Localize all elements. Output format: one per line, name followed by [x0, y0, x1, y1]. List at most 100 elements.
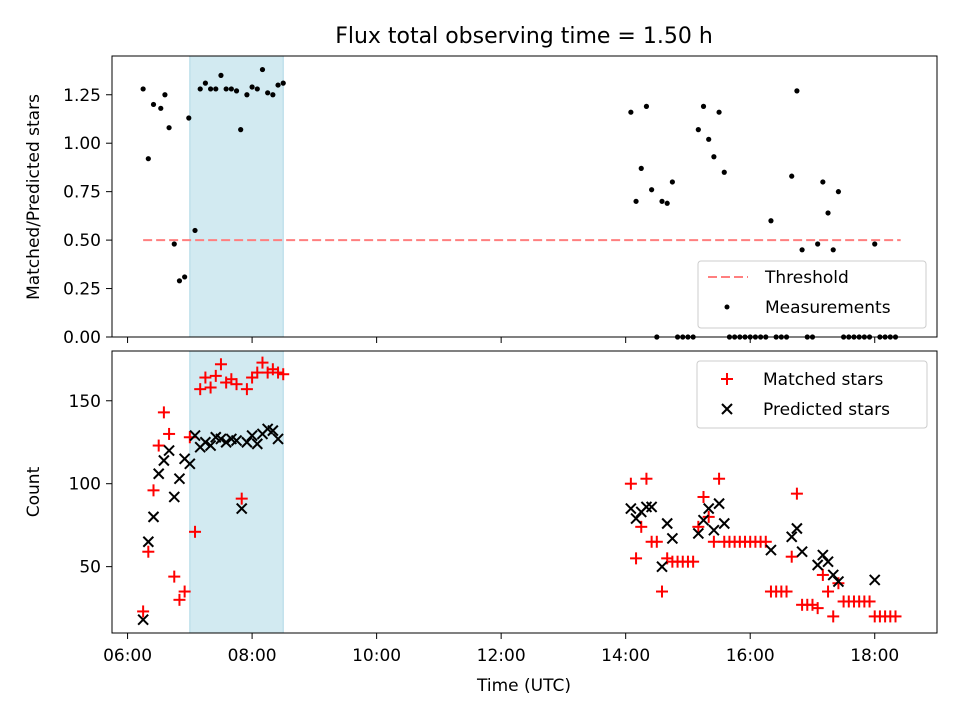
measurement-point [695, 127, 701, 133]
measurement-point [166, 125, 172, 131]
matched-marker [189, 525, 202, 538]
matched-marker [235, 492, 248, 505]
measurement-point [664, 200, 670, 206]
measurement-point [669, 179, 675, 185]
matched-marker [790, 487, 803, 500]
matched-marker [163, 427, 176, 440]
y-tick-label: 100 [69, 475, 101, 495]
legend-predicted-label: Predicted stars [763, 400, 890, 420]
predicted-marker [822, 555, 834, 568]
y-tick-label: 50 [79, 558, 101, 578]
matched-marker [656, 585, 668, 598]
matched-marker [199, 371, 212, 384]
measurement-point [633, 198, 639, 204]
measurement-point [628, 109, 634, 115]
measurement-point [830, 247, 836, 253]
matched-marker [152, 439, 165, 452]
predicted-marker [666, 532, 679, 545]
measurement-point [716, 109, 722, 115]
matched-marker [707, 535, 720, 548]
measurement-point [140, 86, 146, 92]
predicted-marker [713, 497, 725, 510]
measurement-point [835, 189, 842, 195]
matched-marker [889, 610, 902, 623]
predicted-marker [267, 424, 279, 437]
predicted-marker [220, 436, 232, 448]
legend-box [697, 260, 927, 329]
x-tick-label: 08:00 [228, 646, 277, 666]
panel-counts: 06:00 08:00 10:00 12:00 14:00 16:00 18:00 50 100… [24, 350, 938, 696]
predicted-marker [152, 468, 165, 480]
predicted-marker [184, 458, 196, 470]
predicted-marker [708, 524, 720, 536]
matched-marker [780, 585, 793, 598]
measurement-point [789, 173, 795, 179]
predicted-marker [142, 536, 155, 548]
y-tick-label: 0.00 [63, 328, 101, 348]
measurement-point [270, 92, 276, 98]
predicted-marker [189, 429, 201, 442]
predicted-marker [630, 512, 642, 525]
predicted-marker [661, 517, 673, 530]
predicted-marker [656, 560, 668, 573]
measurement-point [171, 241, 177, 247]
predicted-marker [817, 549, 829, 561]
measurement-point [721, 169, 727, 175]
measurement-point [218, 72, 224, 78]
predicted-marker [625, 502, 637, 515]
y-tick-label: 1.00 [63, 134, 101, 154]
measurement-point [182, 274, 188, 280]
predicted-marker [251, 438, 263, 450]
legend: Matched stars Predicted stars [696, 360, 928, 429]
legend-matched-label: Matched stars [763, 370, 883, 390]
matched-marker [147, 484, 160, 497]
predicted-marker [811, 559, 824, 571]
x-tick-label: 10:00 [352, 646, 401, 666]
predicted-marker [645, 501, 658, 513]
measurement-point [197, 86, 203, 92]
measurement-point [186, 115, 192, 121]
predicted-marker [168, 491, 180, 503]
measurement-point [643, 103, 650, 109]
y-tick-label: 0.75 [63, 183, 101, 203]
matched-marker [209, 369, 222, 382]
predicted-marker [697, 514, 710, 526]
y-tick-label: 1.25 [63, 86, 101, 106]
matched-marker [827, 610, 840, 623]
predicted-marker [230, 434, 243, 447]
matched-marker [173, 593, 186, 606]
predicted-marker [246, 429, 258, 442]
measurement-point [244, 92, 250, 98]
panel-ratio: 0.00 0.25 0.50 0.75 1.00 1.25 Flux total obse… [24, 24, 938, 348]
matched-marker [640, 472, 653, 485]
chart-title: Flux total observing time = 1.50 h [335, 24, 713, 49]
x-tick-label: 18:00 [850, 646, 899, 666]
x-tick-label: 06:00 [103, 646, 152, 666]
matched-marker [230, 378, 243, 391]
measurement-point [158, 105, 164, 111]
predicted-marker [718, 517, 730, 530]
measurement-point [649, 187, 655, 193]
x-tick-label: 14:00 [601, 646, 650, 666]
matched-marker [137, 605, 150, 618]
matched-marker [702, 510, 715, 523]
matched-marker [692, 520, 705, 533]
span-highlight [189, 350, 284, 634]
predicted-marker [147, 511, 160, 523]
predicted-marker [791, 522, 803, 535]
y-tick-label: 150 [69, 392, 101, 412]
matched-marker [214, 358, 227, 371]
matched-marker [272, 366, 285, 379]
x-tick-label: 16:00 [726, 646, 775, 666]
measurement-point [872, 241, 878, 247]
y-axis-label: Count [24, 466, 44, 517]
measurement-point [638, 165, 644, 171]
plot-frame [111, 55, 938, 338]
measurement-point [700, 103, 707, 109]
legend: Threshold Measurements [697, 260, 927, 329]
y-tick-label: 0.50 [63, 231, 101, 251]
matched-marker [697, 490, 710, 503]
measurement-point [711, 154, 717, 160]
matched-marker [713, 472, 726, 485]
